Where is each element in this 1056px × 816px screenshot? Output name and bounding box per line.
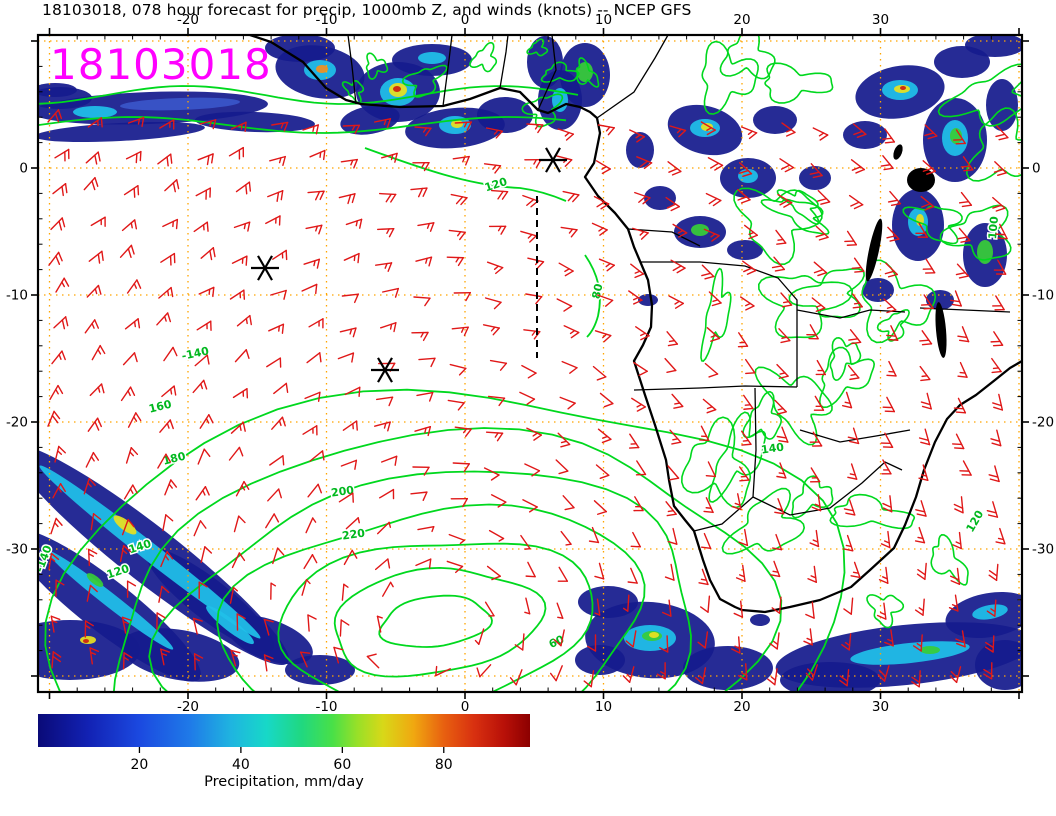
svg-text:-20: -20	[1032, 415, 1054, 431]
svg-text:20: 20	[131, 757, 149, 773]
colorbar: Precipitation, mm/day	[38, 714, 530, 790]
svg-text:30: 30	[872, 12, 889, 28]
svg-text:-10: -10	[6, 288, 28, 304]
chart-title: 18103018, 078 hour forecast for precip, …	[42, 1, 692, 19]
svg-text:100: 100	[986, 215, 1001, 239]
precip-layer	[38, 35, 1022, 692]
svg-text:-20: -20	[6, 415, 28, 431]
axis-labels-layer: -20 -20 -10 -10 0 0 10 10 20 20 30 30 0 0 -10 -10 -20 -20…	[6, 12, 1054, 773]
svg-text:-10: -10	[1032, 288, 1054, 304]
svg-text:10: 10	[595, 12, 612, 28]
svg-text:-20: -20	[177, 699, 199, 715]
svg-text:0: 0	[19, 161, 28, 177]
svg-text:140: 140	[760, 440, 785, 456]
svg-text:60: 60	[333, 757, 351, 773]
svg-text:0: 0	[461, 699, 470, 715]
svg-text:120: 120	[105, 562, 131, 582]
map-frame-layer	[31, 28, 1029, 699]
svg-text:200: 200	[330, 483, 355, 499]
svg-text:-30: -30	[6, 542, 28, 558]
svg-text:10: 10	[595, 699, 612, 715]
coastlines-layer	[249, 35, 1022, 614]
svg-text:160: 160	[147, 397, 173, 415]
init-timestamp: 18103018	[50, 40, 272, 89]
svg-text:80: 80	[435, 757, 453, 773]
svg-text:120: 120	[964, 508, 987, 535]
gridlines-layer	[38, 35, 1022, 692]
colorbar-label: Precipitation, mm/day	[204, 774, 364, 790]
svg-text:-10: -10	[315, 699, 337, 715]
svg-text:0: 0	[1032, 161, 1041, 177]
svg-text:40: 40	[232, 757, 250, 773]
svg-text:-20: -20	[177, 12, 199, 28]
svg-text:20: 20	[733, 699, 750, 715]
svg-text:-140: -140	[180, 344, 210, 363]
svg-text:-30: -30	[1032, 542, 1054, 558]
svg-text:-10: -10	[315, 12, 337, 28]
wind-barbs-layer	[47, 109, 1009, 688]
svg-text:0: 0	[461, 12, 470, 28]
svg-text:20: 20	[733, 12, 750, 28]
svg-text:180: 180	[161, 449, 187, 467]
markers-layer	[251, 147, 567, 383]
svg-text:30: 30	[872, 699, 889, 715]
svg-text:220: 220	[341, 526, 366, 542]
